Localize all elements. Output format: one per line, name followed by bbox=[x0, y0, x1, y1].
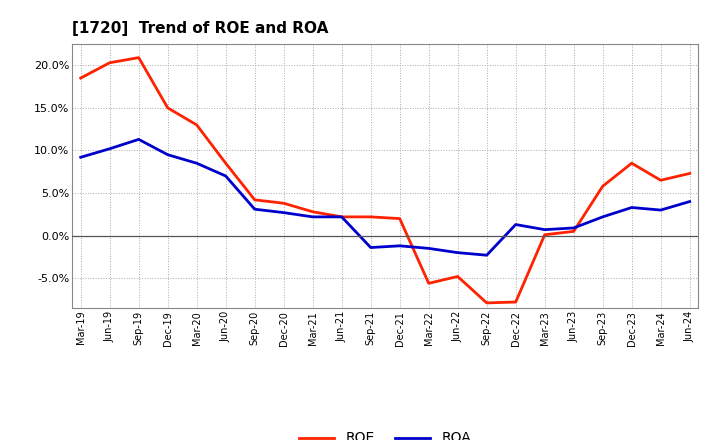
ROE bbox=[135, 55, 143, 60]
ROE bbox=[424, 281, 433, 286]
ROA bbox=[279, 210, 288, 215]
ROA bbox=[366, 245, 375, 250]
ROA bbox=[192, 161, 201, 166]
ROA bbox=[163, 152, 172, 158]
ROE bbox=[570, 229, 578, 234]
ROA bbox=[627, 205, 636, 210]
ROE bbox=[627, 161, 636, 166]
ROA bbox=[105, 146, 114, 151]
Line: ROE: ROE bbox=[81, 58, 690, 303]
ROA bbox=[541, 227, 549, 232]
ROE bbox=[395, 216, 404, 221]
ROE bbox=[221, 161, 230, 166]
ROA bbox=[338, 214, 346, 220]
ROE bbox=[163, 105, 172, 110]
ROE bbox=[598, 183, 607, 189]
ROE bbox=[454, 274, 462, 279]
ROA bbox=[424, 246, 433, 251]
ROA bbox=[598, 214, 607, 220]
ROE bbox=[685, 171, 694, 176]
Text: [1720]  Trend of ROE and ROA: [1720] Trend of ROE and ROA bbox=[72, 21, 328, 36]
ROE bbox=[657, 178, 665, 183]
ROA bbox=[308, 214, 317, 220]
ROE bbox=[279, 201, 288, 206]
ROA bbox=[482, 253, 491, 258]
ROA bbox=[570, 225, 578, 231]
ROE bbox=[511, 299, 520, 304]
ROA bbox=[76, 154, 85, 160]
ROE bbox=[366, 214, 375, 220]
ROE bbox=[105, 60, 114, 66]
ROA bbox=[251, 206, 259, 212]
ROE bbox=[541, 232, 549, 238]
Legend: ROE, ROA: ROE, ROA bbox=[294, 426, 477, 440]
ROA bbox=[135, 137, 143, 142]
ROA bbox=[221, 173, 230, 179]
ROA bbox=[454, 250, 462, 255]
ROE bbox=[192, 122, 201, 128]
ROE bbox=[251, 197, 259, 202]
ROA bbox=[685, 199, 694, 204]
ROE bbox=[482, 300, 491, 305]
ROA bbox=[511, 222, 520, 227]
Line: ROA: ROA bbox=[81, 139, 690, 255]
ROE bbox=[308, 209, 317, 214]
ROA bbox=[657, 207, 665, 213]
ROA bbox=[395, 243, 404, 249]
ROE bbox=[76, 75, 85, 81]
ROE bbox=[338, 214, 346, 220]
